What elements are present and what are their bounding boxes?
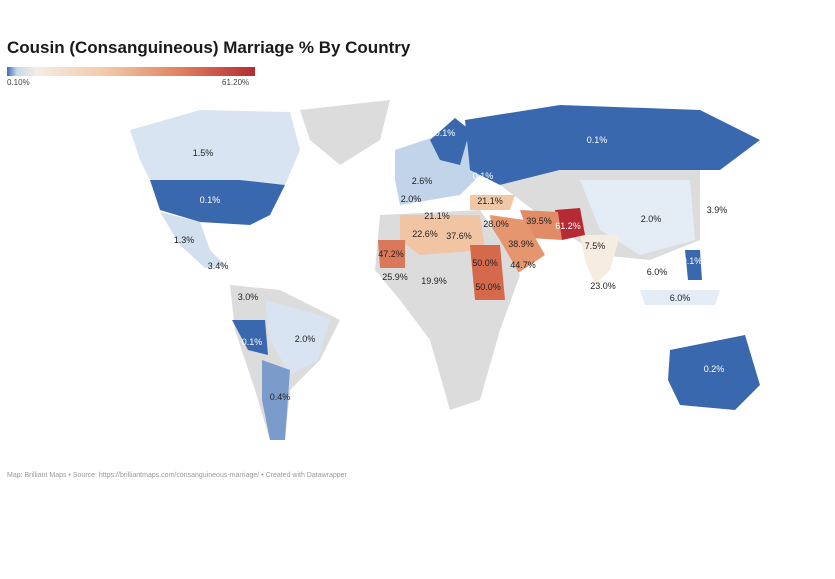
label-mauritania: 47.2% <box>378 249 404 259</box>
legend-max-label: 61.20% <box>222 78 250 87</box>
label-france: 2.6% <box>411 176 433 186</box>
australia <box>668 335 760 410</box>
label-spain: 2.0% <box>400 194 422 204</box>
canada <box>130 110 300 185</box>
label-turkey: 21.1% <box>477 196 503 206</box>
indonesia <box>640 290 720 305</box>
label-peru: 0.1% <box>241 337 263 347</box>
legend-min-label: 0.10% <box>7 78 30 87</box>
arabia <box>490 215 545 275</box>
label-iraq: 28.0% <box>483 219 509 229</box>
label-iran: 39.5% <box>526 216 552 226</box>
india <box>580 235 620 285</box>
scandinavia <box>430 118 470 165</box>
label-brazil: 2.0% <box>294 334 316 344</box>
north-africa <box>400 215 485 255</box>
mauritania <box>378 240 405 268</box>
label-ukraine: 0.1% <box>472 171 494 181</box>
label-algeria: 22.6% <box>412 229 438 239</box>
label-india: 7.5% <box>584 241 606 251</box>
label-saudi-arabia: 38.9% <box>508 239 534 249</box>
label-philippines: 0.1% <box>681 256 703 266</box>
label-canada: 1.5% <box>192 148 214 158</box>
russia <box>465 105 760 185</box>
label-australia: 0.2% <box>703 364 725 374</box>
usa <box>150 180 285 225</box>
label-yemen: 44.7% <box>510 260 536 270</box>
turkey <box>470 195 515 210</box>
label-libya: 37.6% <box>446 231 472 241</box>
label-japan: 3.9% <box>706 205 728 215</box>
label-pakistan: 61.2% <box>555 221 581 231</box>
label-tunisia: 21.1% <box>424 211 450 221</box>
label-colombia: 3.0% <box>237 292 259 302</box>
label-south-sudan: 50.0% <box>475 282 501 292</box>
label-sri-lanka: 23.0% <box>590 281 616 291</box>
label-west-africa: 25.9% <box>382 272 408 282</box>
color-legend <box>7 67 255 76</box>
philippines <box>685 250 702 280</box>
label-nigeria: 19.9% <box>421 276 447 286</box>
chart-title: Cousin (Consanguineous) Marriage % By Co… <box>7 38 411 57</box>
greenland <box>300 100 390 165</box>
label-russia: 0.1% <box>586 135 608 145</box>
pakistan <box>555 208 585 240</box>
mexico <box>160 212 225 268</box>
label-mexico: 1.3% <box>173 235 195 245</box>
label-sweden: 0.1% <box>434 128 456 138</box>
source-footer: Map: Brilliant Maps • Source: https://br… <box>7 472 347 479</box>
sudan <box>470 245 505 300</box>
label-indonesia: 6.0% <box>669 293 691 303</box>
label-argentina: 0.4% <box>269 392 291 402</box>
label-sudan: 50.0% <box>472 258 498 268</box>
label-china: 2.0% <box>640 214 662 224</box>
label-thailand: 6.0% <box>646 267 668 277</box>
label-central-america: 3.4% <box>207 261 229 271</box>
label-usa: 0.1% <box>199 195 221 205</box>
china <box>580 180 695 255</box>
peru <box>232 320 268 355</box>
argentina <box>262 360 290 440</box>
brazil <box>265 300 330 375</box>
